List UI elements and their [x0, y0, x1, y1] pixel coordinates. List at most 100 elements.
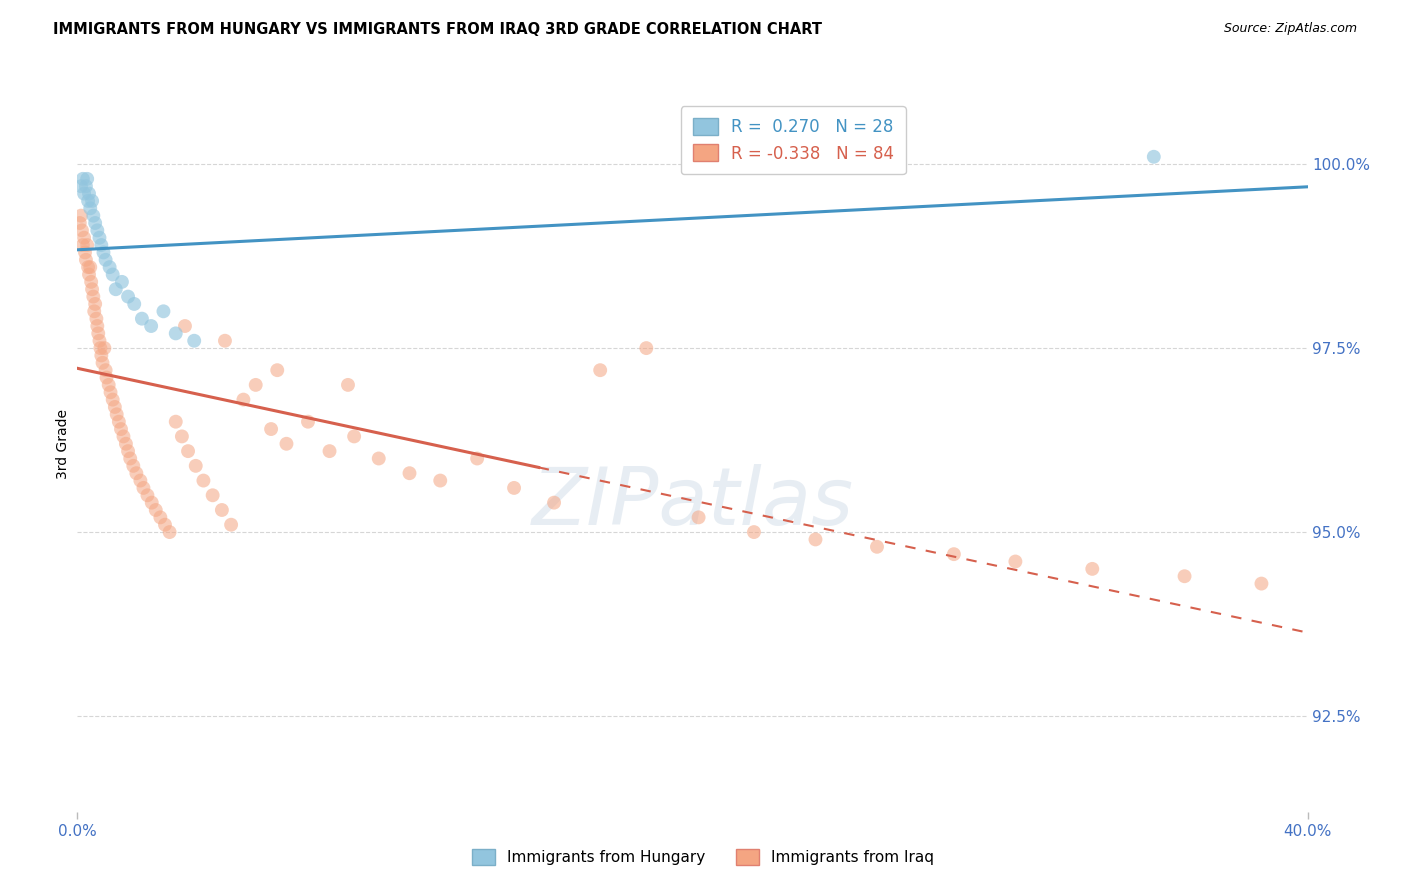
Point — [260, 422, 283, 436]
Point — [398, 467, 420, 481]
Point — [1174, 569, 1197, 583]
Point — [69, 216, 91, 230]
Point — [343, 429, 366, 443]
Point — [82, 209, 104, 223]
Point — [93, 245, 115, 260]
Point — [297, 415, 319, 429]
Point — [70, 209, 93, 223]
Point — [125, 467, 148, 481]
Text: ZIPatlas: ZIPatlas — [531, 464, 853, 541]
Point — [104, 400, 127, 414]
Point — [184, 458, 207, 473]
Point — [98, 260, 121, 275]
Point — [89, 230, 111, 244]
Point — [72, 238, 94, 252]
Point — [79, 201, 101, 215]
Point — [688, 510, 710, 524]
Point — [82, 282, 104, 296]
Point — [84, 216, 107, 230]
Point — [104, 282, 127, 296]
Point — [804, 533, 827, 547]
Point — [75, 179, 97, 194]
Point — [543, 495, 565, 509]
Point — [159, 524, 181, 539]
Point — [165, 415, 187, 429]
Point — [589, 363, 612, 377]
Point — [245, 378, 267, 392]
Point — [115, 436, 138, 450]
Point — [219, 517, 242, 532]
Point — [76, 171, 98, 186]
Point — [105, 407, 128, 421]
Point — [75, 252, 97, 267]
Point — [70, 223, 93, 237]
Point — [132, 481, 155, 495]
Point — [201, 488, 224, 502]
Point — [87, 326, 110, 341]
Point — [117, 444, 139, 458]
Point — [76, 238, 98, 252]
Point — [89, 334, 111, 348]
Point — [174, 318, 197, 333]
Text: IMMIGRANTS FROM HUNGARY VS IMMIGRANTS FROM IRAQ 3RD GRADE CORRELATION CHART: IMMIGRANTS FROM HUNGARY VS IMMIGRANTS FR… — [53, 22, 823, 37]
Point — [111, 275, 134, 289]
Point — [636, 341, 658, 355]
Point — [122, 458, 145, 473]
Point — [152, 304, 174, 318]
Point — [84, 297, 107, 311]
Point — [101, 268, 124, 282]
Point — [80, 275, 103, 289]
Point — [86, 318, 108, 333]
Point — [214, 334, 236, 348]
Point — [90, 238, 112, 252]
Point — [94, 252, 117, 267]
Point — [145, 503, 167, 517]
Point — [72, 171, 94, 186]
Point — [122, 297, 145, 311]
Point — [153, 517, 176, 532]
Legend: Immigrants from Hungary, Immigrants from Iraq: Immigrants from Hungary, Immigrants from… — [465, 843, 941, 871]
Point — [141, 495, 163, 509]
Point — [79, 260, 101, 275]
Point — [86, 223, 108, 237]
Point — [276, 436, 298, 450]
Point — [183, 334, 205, 348]
Point — [1004, 555, 1026, 569]
Point — [136, 488, 159, 502]
Point — [112, 429, 135, 443]
Y-axis label: 3rd Grade: 3rd Grade — [56, 409, 70, 479]
Point — [141, 318, 163, 333]
Point — [77, 268, 100, 282]
Legend: R =  0.270   N = 28, R = -0.338   N = 84: R = 0.270 N = 28, R = -0.338 N = 84 — [681, 106, 905, 174]
Point — [367, 451, 389, 466]
Point — [108, 415, 131, 429]
Point — [89, 341, 111, 355]
Point — [77, 194, 100, 208]
Point — [742, 524, 765, 539]
Point — [86, 311, 108, 326]
Point — [503, 481, 526, 495]
Point — [101, 392, 124, 407]
Point — [942, 547, 965, 561]
Point — [91, 356, 114, 370]
Point — [866, 540, 889, 554]
Point — [177, 444, 200, 458]
Point — [337, 378, 360, 392]
Point — [82, 289, 104, 303]
Point — [1143, 150, 1166, 164]
Point — [110, 422, 132, 436]
Point — [1081, 562, 1104, 576]
Point — [83, 304, 105, 318]
Point — [266, 363, 288, 377]
Point — [318, 444, 340, 458]
Point — [77, 186, 100, 201]
Point — [232, 392, 254, 407]
Point — [100, 385, 122, 400]
Point — [77, 260, 100, 275]
Point — [93, 341, 115, 355]
Point — [96, 370, 118, 384]
Point — [129, 474, 152, 488]
Point — [170, 429, 193, 443]
Point — [193, 474, 215, 488]
Point — [117, 289, 139, 303]
